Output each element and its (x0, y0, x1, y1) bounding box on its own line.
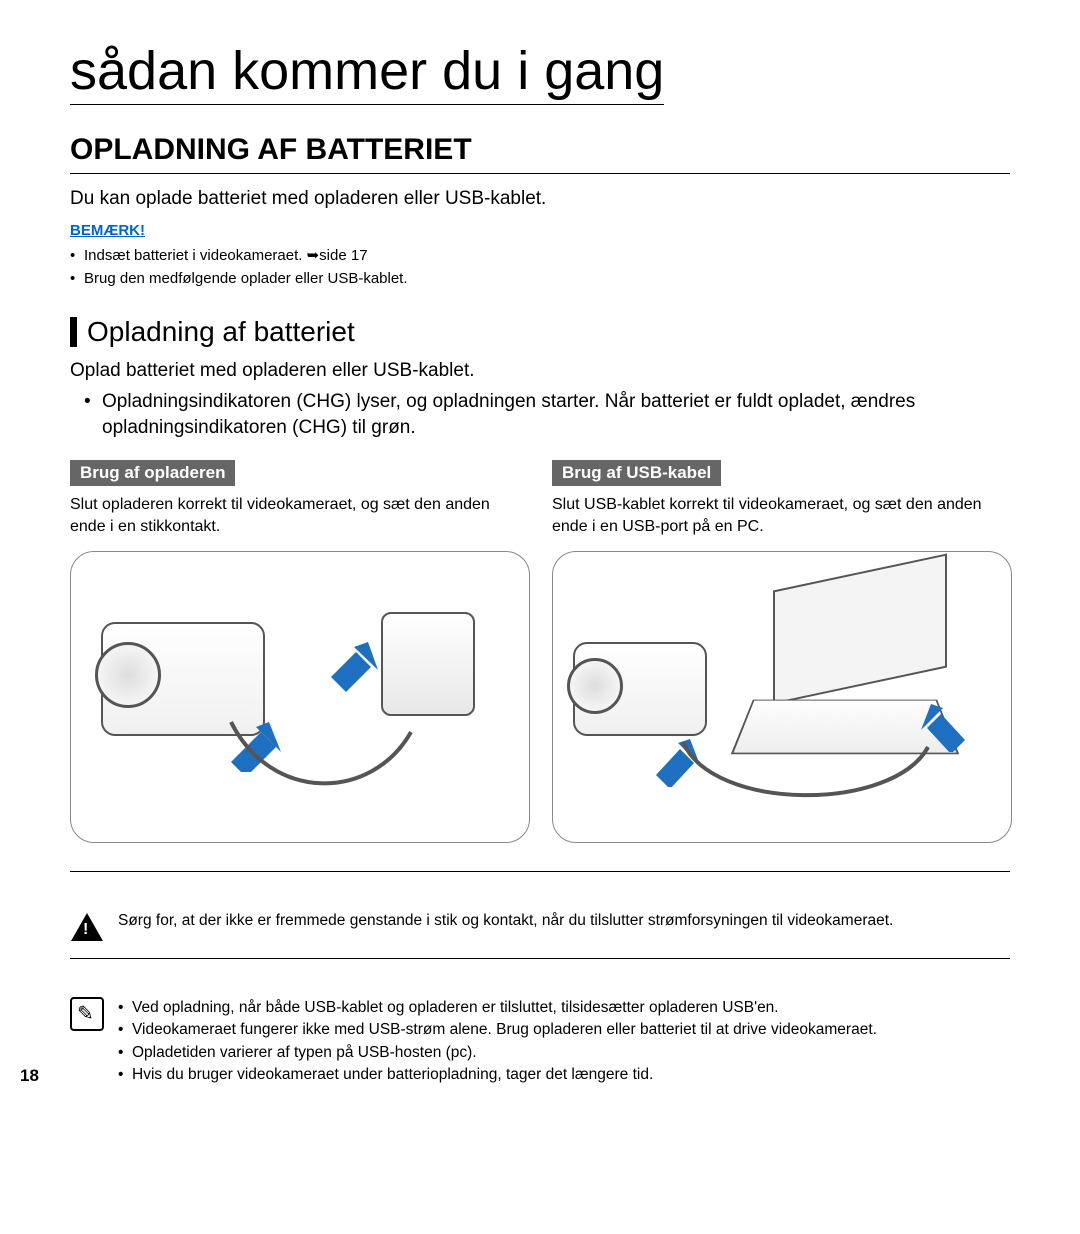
caution-text: Sørg for, at der ikke er fremmede gensta… (118, 910, 893, 932)
note-item: Brug den medfølgende oplader eller USB-k… (70, 268, 1010, 291)
notes-row: Ved opladning, når både USB-kablet og op… (70, 983, 1010, 1087)
subsection-title: Opladning af batteriet (87, 316, 355, 348)
intro-text: Du kan oplade batteriet med opladeren el… (70, 188, 1010, 210)
pill-label-usb: Brug af USB-kabel (552, 460, 721, 486)
arrow-icon (326, 642, 386, 692)
illustration-charger (70, 551, 530, 843)
note-label: BEMÆRK! (70, 222, 1010, 239)
section-title: OPLADNING AF BATTERIET (70, 133, 1010, 174)
subsection-bullet: Opladningsindikatoren (CHG) lyser, og op… (70, 389, 1010, 442)
note-pencil-icon (70, 997, 104, 1031)
subsection-intro: Oplad batteriet med opladeren eller USB-… (70, 358, 1010, 385)
notes-item: Hvis du bruger videokameraet under batte… (118, 1064, 877, 1086)
warning-triangle-icon (70, 910, 104, 944)
notes-item: Videokameraet fungerer ikke med USB-strø… (118, 1019, 877, 1041)
subsection-bar-icon (70, 317, 77, 347)
note-item: Indsæt batteriet i videokameraet. ➥side … (70, 245, 1010, 268)
cable-icon (211, 712, 431, 822)
notes-list: Ved opladning, når både USB-kablet og op… (118, 997, 877, 1087)
column-charger: Brug af opladeren Slut opladeren korrekt… (70, 460, 528, 843)
chapter-title: sådan kommer du i gang (70, 40, 664, 105)
page-number: 18 (20, 1066, 39, 1086)
caution-row: Sørg for, at der ikke er fremmede gensta… (70, 896, 1010, 959)
notes-item: Opladetiden varierer af typen på USB-hos… (118, 1042, 877, 1064)
column-text-charger: Slut opladeren korrekt til videokameraet… (70, 494, 528, 539)
notes-item: Ved opladning, når både USB-kablet og op… (118, 997, 877, 1019)
cable-icon (673, 732, 943, 822)
column-usb: Brug af USB-kabel Slut USB-kablet korrek… (552, 460, 1010, 843)
note-list: Indsæt batteriet i videokameraet. ➥side … (70, 245, 1010, 290)
column-text-usb: Slut USB-kablet korrekt til videokamerae… (552, 494, 1010, 539)
two-column-layout: Brug af opladeren Slut opladeren korrekt… (70, 460, 1010, 843)
pill-label-charger: Brug af opladeren (70, 460, 235, 486)
subsection-header: Opladning af batteriet (70, 316, 1010, 348)
illustration-usb (552, 551, 1012, 843)
